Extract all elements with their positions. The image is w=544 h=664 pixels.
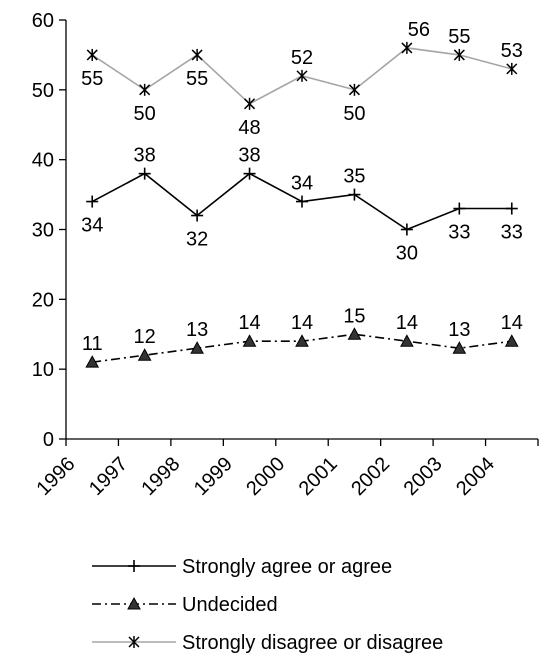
y-tick-label: 30 <box>32 220 54 242</box>
data-label: 34 <box>291 173 313 195</box>
data-label: 55 <box>448 26 470 48</box>
series-lines <box>85 41 519 368</box>
marker-star <box>128 636 140 648</box>
data-label: 34 <box>81 215 103 237</box>
x-tick-label: 1998 <box>137 453 184 500</box>
marker-plus <box>86 195 99 208</box>
data-label: 30 <box>396 243 418 265</box>
marker-shape <box>452 341 467 354</box>
marker-shape <box>504 334 519 347</box>
data-label: 55 <box>186 68 208 90</box>
data-label: 14 <box>291 312 313 334</box>
data-label: 32 <box>186 229 208 251</box>
marker-star <box>348 83 360 96</box>
data-label: 14 <box>396 312 418 334</box>
marker-plus <box>138 167 151 180</box>
marker-triangle <box>127 596 141 610</box>
marker-star <box>139 83 151 96</box>
marker-star <box>244 97 256 110</box>
marker-shape <box>137 348 152 361</box>
marker-plus <box>505 202 518 215</box>
y-tick-label: 40 <box>32 150 54 172</box>
data-label: 35 <box>343 166 365 188</box>
legend-entry: Strongly agree or agree <box>92 556 392 578</box>
y-tick-label: 50 <box>32 80 54 102</box>
marker-triangle <box>452 341 467 354</box>
marker-triangle <box>295 334 309 347</box>
marker-plus <box>191 209 204 222</box>
data-label: 56 <box>408 19 430 41</box>
data-label: 14 <box>238 312 260 334</box>
x-tick-label: 2001 <box>295 453 342 500</box>
data-label: 48 <box>238 117 260 139</box>
data-label: 13 <box>448 319 470 341</box>
legend-label: Undecided <box>182 594 278 616</box>
legend: Strongly agree or agree Undecided Strongly… <box>92 556 443 654</box>
marker-plus <box>243 167 256 180</box>
data-labels: 34 38 32 38 34 35 30 33 33 11 12 13 14 14 15 14 13 14 55 50… <box>81 19 523 355</box>
data-label: 11 <box>82 333 103 355</box>
data-label: 50 <box>134 103 156 125</box>
marker-triangle <box>190 341 204 354</box>
x-axis: 1996 1997 1998 1999 2000 2001 2002 2003 2004 <box>33 438 539 500</box>
legend-entry: Undecided <box>92 594 278 616</box>
data-label: 38 <box>134 145 156 167</box>
marker-star <box>86 48 98 61</box>
y-tick-label: 60 <box>32 10 54 32</box>
marker-shape <box>347 327 362 340</box>
x-tick-label: 2004 <box>452 453 499 500</box>
data-label: 33 <box>501 222 523 244</box>
data-label: 50 <box>343 103 365 125</box>
marker-star <box>401 41 413 54</box>
x-tick-label: 1997 <box>85 453 132 500</box>
marker-triangle <box>400 334 414 347</box>
marker-star <box>453 48 465 61</box>
data-label: 53 <box>501 40 523 62</box>
data-label: 33 <box>448 222 470 244</box>
marker-shape <box>85 355 100 368</box>
marker-star <box>506 62 518 75</box>
marker-star <box>296 69 308 82</box>
marker-shape <box>295 334 309 347</box>
legend-label: Strongly agree or agree <box>182 556 392 578</box>
marker-triangle <box>137 348 152 361</box>
x-tick-label: 2002 <box>347 453 394 500</box>
y-tick-label: 0 <box>43 429 54 451</box>
y-axis: 0 10 20 30 40 50 60 <box>32 10 67 451</box>
marker-shape <box>190 341 204 354</box>
y-tick-label: 10 <box>32 359 54 381</box>
x-tick-label: 2000 <box>242 453 289 500</box>
x-tick-label: 2003 <box>400 453 447 500</box>
marker-triangle <box>242 334 257 347</box>
data-label: 52 <box>291 47 313 69</box>
legend-label: Strongly disagree or disagree <box>182 632 443 654</box>
marker-triangle <box>85 355 100 368</box>
data-label: 13 <box>186 319 208 341</box>
marker-star <box>191 48 203 61</box>
marker-shape <box>400 334 414 347</box>
data-label: 55 <box>81 68 103 90</box>
marker-plus <box>296 195 308 208</box>
legend-entry: Strongly disagree or disagree <box>92 632 443 654</box>
y-tick-label: 20 <box>32 289 54 311</box>
data-label: 12 <box>134 326 156 348</box>
marker-shape <box>242 334 257 347</box>
marker-triangle <box>347 327 362 340</box>
marker-plus <box>348 188 361 201</box>
data-label: 15 <box>343 305 365 327</box>
x-tick-label: 1996 <box>33 453 80 500</box>
marker-shape <box>127 596 141 610</box>
data-label: 14 <box>501 312 523 334</box>
marker-plus <box>128 560 140 572</box>
marker-plus <box>400 223 413 236</box>
marker-triangle <box>504 334 519 347</box>
marker-plus <box>453 202 466 215</box>
x-tick-label: 1999 <box>190 453 237 500</box>
data-label: 38 <box>238 145 260 167</box>
